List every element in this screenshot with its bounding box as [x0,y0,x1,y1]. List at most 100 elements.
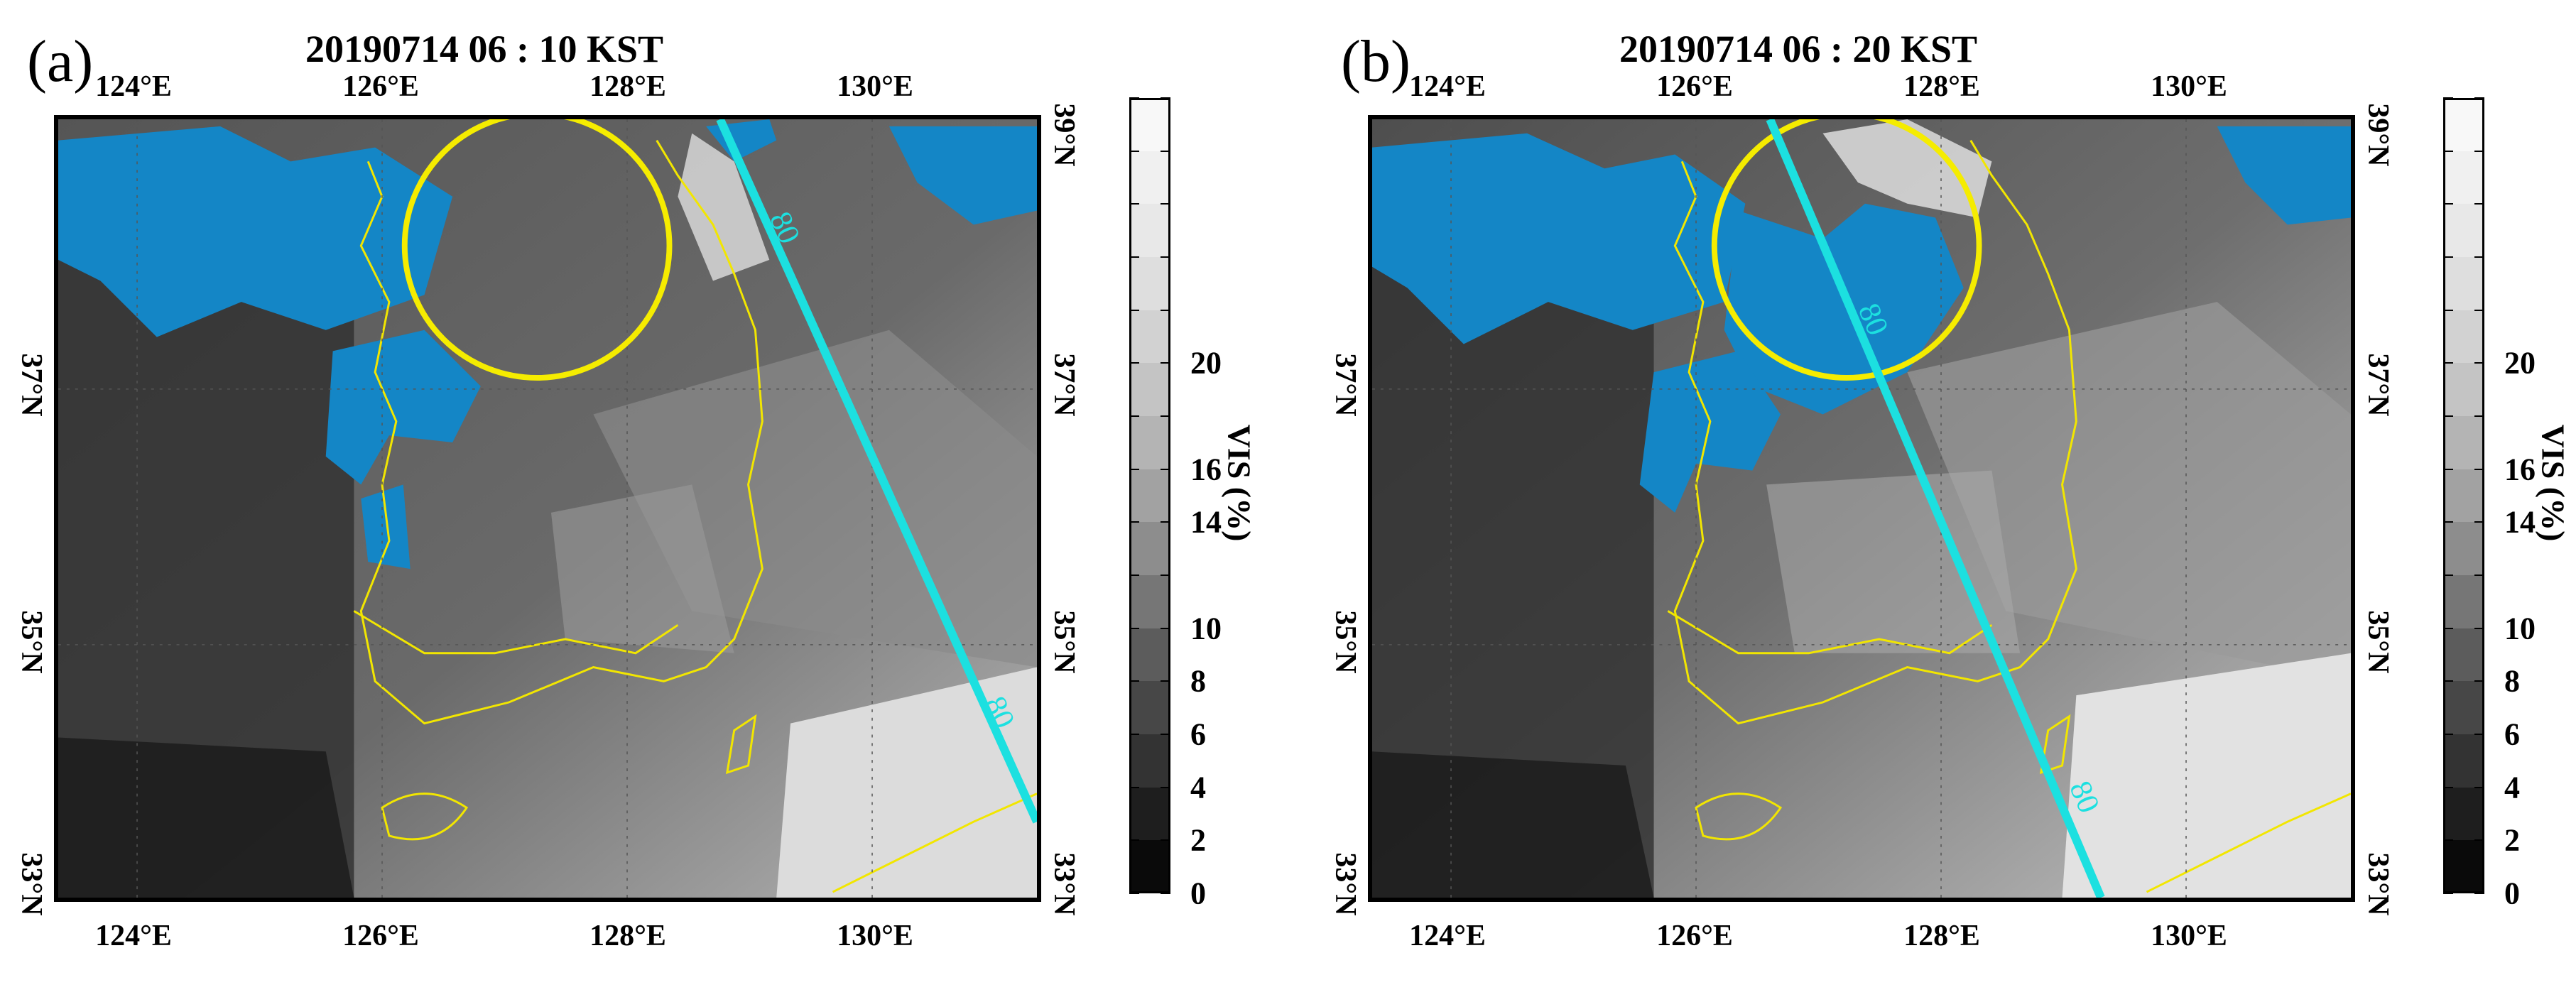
lon-label-top: 128°E [1903,70,1980,103]
colorbar-tick-label: 0 [2504,876,2520,911]
colorbar-tick [1129,309,1139,311]
colorbar-tick [1161,256,1170,258]
lat-label-right: 33°N [1048,852,1080,916]
colorbar-tick [2474,627,2484,629]
colorbar-tick [1161,734,1170,735]
lon-label-bottom: 126°E [1656,920,1733,952]
colorbar-tick [1161,680,1170,682]
colorbar [1129,97,1170,894]
highlight-circle [401,119,673,381]
colorbar-tick-label: 4 [1190,770,1206,805]
lat-label-right: 37°N [1048,353,1080,417]
colorbar-tick [1129,203,1139,205]
colorbar-tick [1161,627,1170,629]
colorbar-tick [2474,786,2484,788]
colorbar-tick [1129,893,1139,894]
colorbar-outline [2443,98,2484,893]
colorbar-tick [2474,521,2484,523]
colorbar-tick [2474,309,2484,311]
colorbar-tick [1161,786,1170,788]
lon-label-top: 126°E [1656,70,1733,103]
lon-label-bottom: 124°E [95,920,172,952]
colorbar-tick [2443,256,2453,258]
map-panel-b: 80 80 [1368,115,2355,902]
colorbar-tick [1129,839,1139,842]
lon-label-top: 128°E [589,70,666,103]
colorbar-tick [2474,574,2484,576]
colorbar-tick-label: 2 [2504,822,2520,858]
colorbar-tick [2474,203,2484,205]
colorbar-tick [1161,468,1170,470]
colorbar-outline [1129,98,1170,893]
colorbar-tick-label: 14 [1190,504,1222,540]
colorbar-tick [2443,680,2453,682]
lat-label-left: 33°N [1329,852,1362,916]
colorbar-tick [2443,574,2453,576]
colorbar-tick [2474,893,2484,894]
colorbar-tick [1129,256,1139,258]
colorbar-tick [1161,893,1170,894]
colorbar-title: VIS (%) [2535,424,2572,542]
colorbar-tick [2474,362,2484,364]
colorbar-tick-label: 16 [2504,452,2536,487]
colorbar-tick-label: 2 [1190,822,1206,858]
lon-label-bottom: 128°E [589,920,666,952]
colorbar-tick [1129,734,1139,735]
colorbar-tick-label: 10 [1190,611,1222,646]
colorbar-tick [1129,574,1139,576]
colorbar-tick [2443,893,2453,894]
colorbar-tick-label: 0 [1190,876,1206,911]
colorbar-tick [1161,415,1170,417]
colorbar-tick [2443,203,2453,205]
colorbar-tick [2443,362,2453,364]
colorbar-tick [2443,839,2453,842]
panel-title: 20190714 06 : 10 KST [305,28,664,70]
lon-label-top: 126°E [342,70,419,103]
lat-label-right: 35°N [1048,610,1080,674]
colorbar-tick [1129,150,1139,152]
colorbar-tick [1161,574,1170,576]
colorbar-tick-label: 8 [2504,663,2520,699]
colorbar-title: VIS (%) [1221,424,1258,542]
colorbar-tick [2443,521,2453,523]
colorbar-tick [2443,415,2453,417]
panel-letter: (a) [27,28,94,94]
lat-label-left: 37°N [1329,353,1362,417]
colorbar-tick [1129,521,1139,523]
colorbar-tick [1161,521,1170,523]
lat-label-left: 35°N [1329,610,1362,674]
lon-label-bottom: 124°E [1409,920,1486,952]
colorbar-tick [2443,309,2453,311]
colorbar-tick [1129,627,1139,629]
colorbar-tick [2443,150,2453,152]
lat-label-left: 37°N [15,353,48,417]
lat-label-left: 33°N [15,852,48,916]
colorbar-tick-label: 20 [2504,345,2536,381]
map-panel-a: 80 80 [54,115,1041,902]
colorbar-tick [1161,839,1170,842]
colorbar-tick [1129,415,1139,417]
lon-label-bottom: 130°E [837,920,913,952]
colorbar-tick [1161,203,1170,205]
colorbar-tick [2443,786,2453,788]
lon-label-top: 124°E [1409,70,1486,103]
lon-label-bottom: 130°E [2151,920,2227,952]
colorbar-tick-label: 20 [1190,345,1222,381]
colorbar-tick [1161,150,1170,152]
colorbar-tick [2474,468,2484,470]
colorbar-segment [1129,416,1170,469]
colorbar-tick [2443,734,2453,735]
satellite-track-line [1766,119,2105,898]
colorbar-tick-label: 6 [1190,717,1206,752]
colorbar-tick [2474,415,2484,417]
colorbar-tick [1129,362,1139,364]
colorbar-tick [1129,468,1139,470]
satellite-track-line [716,119,1037,824]
colorbar-tick-label: 8 [1190,663,1206,699]
lat-label-right: 35°N [2362,610,2394,674]
colorbar-tick-label: 4 [2504,770,2520,805]
colorbar-tick [2474,256,2484,258]
lon-label-bottom: 128°E [1903,920,1980,952]
lat-label-right: 37°N [2362,353,2394,417]
colorbar [2443,97,2484,894]
